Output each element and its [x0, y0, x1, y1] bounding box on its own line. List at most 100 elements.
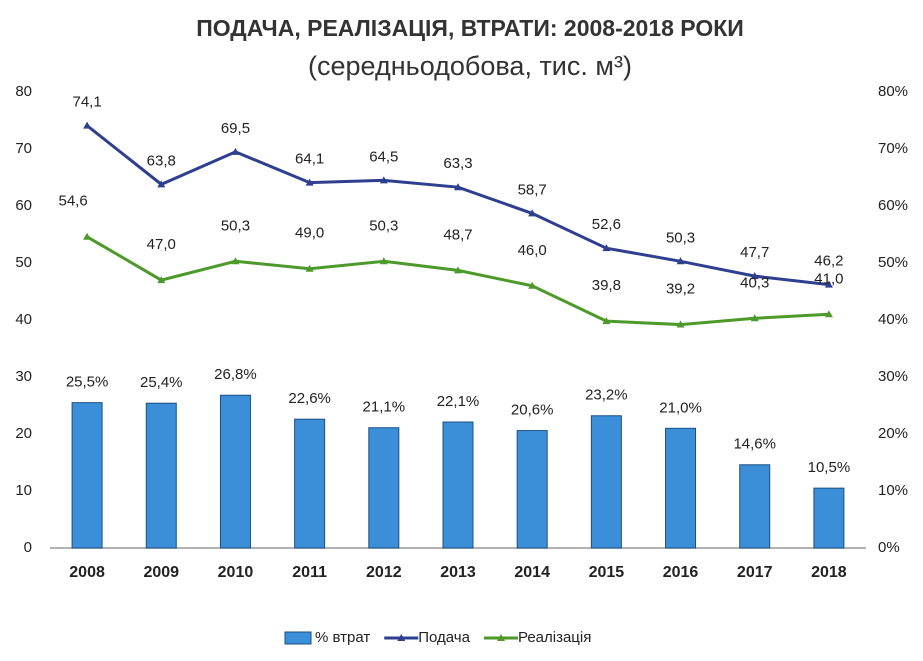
- x-tick-label: 2015: [589, 564, 625, 581]
- line-value-label: 41,0: [814, 270, 843, 287]
- line-value-label: 40,3: [740, 274, 769, 291]
- y2-tick-label: 30%: [878, 368, 908, 385]
- legend-label: Подача: [418, 629, 470, 646]
- bar-value-label: 26,8%: [214, 366, 257, 383]
- x-tick-label: 2013: [440, 564, 476, 581]
- y-tick-label: 40: [15, 311, 32, 328]
- y2-tick-label: 80%: [878, 83, 908, 100]
- line-marker: [528, 209, 537, 217]
- legend-marker: [397, 634, 406, 641]
- x-tick-label: 2017: [737, 564, 773, 581]
- line-value-label: 50,3: [666, 229, 695, 246]
- line-marker: [305, 264, 314, 272]
- x-tick-label: 2010: [218, 564, 254, 581]
- line-value-label: 46,0: [518, 242, 547, 259]
- bar-value-label: 10,5%: [808, 459, 851, 476]
- line-marker: [750, 314, 759, 322]
- line: [86, 124, 830, 287]
- bar: [442, 421, 474, 549]
- line-value-label: 46,2: [814, 253, 843, 270]
- line-marker: [602, 317, 611, 325]
- line-value-label: 49,0: [295, 225, 324, 242]
- bar-value-label: 23,2%: [585, 387, 628, 404]
- bar-value-label: 22,6%: [288, 390, 331, 407]
- y-tick-label: 70: [15, 140, 32, 157]
- bar: [813, 487, 845, 549]
- line-value-label: 63,8: [147, 152, 176, 169]
- line-value-label: 47,0: [147, 236, 176, 253]
- line: [86, 235, 829, 327]
- legend-label: % втрат: [315, 629, 370, 646]
- bar-value-label: 21,0%: [659, 399, 702, 416]
- x-tick-label: 2014: [514, 564, 550, 581]
- line-marker: [676, 320, 685, 328]
- bar-value-label: 20,6%: [511, 402, 554, 419]
- bar-value-label: 22,1%: [437, 393, 480, 410]
- y2-tick-label: 40%: [878, 311, 908, 328]
- line-value-label: 48,7: [443, 226, 472, 243]
- line-value-label: 58,7: [518, 181, 547, 198]
- line-value-label: 69,5: [221, 120, 250, 137]
- y-tick-label: 80: [15, 83, 32, 100]
- bar-value-label: 14,6%: [733, 436, 776, 453]
- line-value-label: 64,1: [295, 151, 324, 168]
- line-marker: [824, 280, 833, 288]
- bar: [145, 402, 177, 549]
- bar: [368, 427, 400, 549]
- bar-value-label: 25,4%: [140, 374, 183, 391]
- y2-tick-label: 50%: [878, 254, 908, 271]
- legend-marker: [496, 634, 505, 641]
- bar: [739, 464, 771, 549]
- line-marker: [157, 276, 166, 284]
- y-tick-label: 50: [15, 254, 32, 271]
- bar: [219, 394, 251, 549]
- legend-label: Реалізація: [518, 629, 591, 646]
- y2-tick-label: 20%: [878, 425, 908, 442]
- bar: [590, 415, 622, 549]
- line-value-label: 63,3: [443, 155, 472, 172]
- line-marker: [676, 257, 685, 265]
- y2-tick-label: 0%: [878, 539, 900, 556]
- y2-tick-label: 60%: [878, 197, 908, 214]
- legend-swatch: [284, 631, 312, 645]
- line-marker: [454, 183, 462, 191]
- x-tick-label: 2016: [663, 564, 699, 581]
- line-marker: [157, 180, 166, 188]
- y2-tick-label: 70%: [878, 140, 908, 157]
- line-marker: [454, 266, 462, 274]
- line-marker: [824, 310, 833, 318]
- bar-value-label: 25,5%: [66, 374, 109, 391]
- line-value-label: 50,3: [221, 217, 250, 234]
- line-marker: [379, 176, 388, 184]
- y-tick-label: 10: [15, 482, 32, 499]
- x-tick-label: 2012: [366, 564, 402, 581]
- x-tick-label: 2008: [69, 564, 105, 581]
- chart-subtitle: (середньодобова, тис. м³): [308, 51, 632, 81]
- line-marker: [379, 257, 388, 265]
- line-marker: [750, 272, 759, 280]
- bar: [71, 402, 103, 549]
- line-value-label: 74,1: [72, 94, 101, 111]
- line-marker: [528, 281, 537, 289]
- line-marker: [305, 178, 314, 186]
- y-tick-label: 30: [15, 368, 32, 385]
- x-tick-label: 2018: [811, 564, 847, 581]
- y-tick-label: 60: [15, 197, 32, 214]
- y2-tick-label: 10%: [878, 482, 908, 499]
- line-value-label: 39,2: [666, 281, 695, 298]
- bar: [516, 430, 548, 549]
- line-marker: [83, 121, 92, 129]
- bar: [294, 418, 326, 549]
- x-tick-label: 2011: [292, 564, 327, 581]
- y-tick-label: 0: [24, 539, 32, 556]
- bar-value-label: 21,1%: [363, 399, 406, 416]
- line-value-label: 64,5: [369, 148, 398, 165]
- x-tick-label: 2009: [143, 564, 179, 581]
- line-value-label: 54,6: [58, 193, 87, 210]
- line-value-label: 47,7: [740, 244, 769, 261]
- line-value-label: 50,3: [369, 217, 398, 234]
- line-marker: [83, 232, 92, 240]
- chart-title: ПОДАЧА, РЕАЛІЗАЦІЯ, ВТРАТИ: 2008-2018 РО…: [196, 15, 744, 41]
- y-tick-label: 20: [15, 425, 32, 442]
